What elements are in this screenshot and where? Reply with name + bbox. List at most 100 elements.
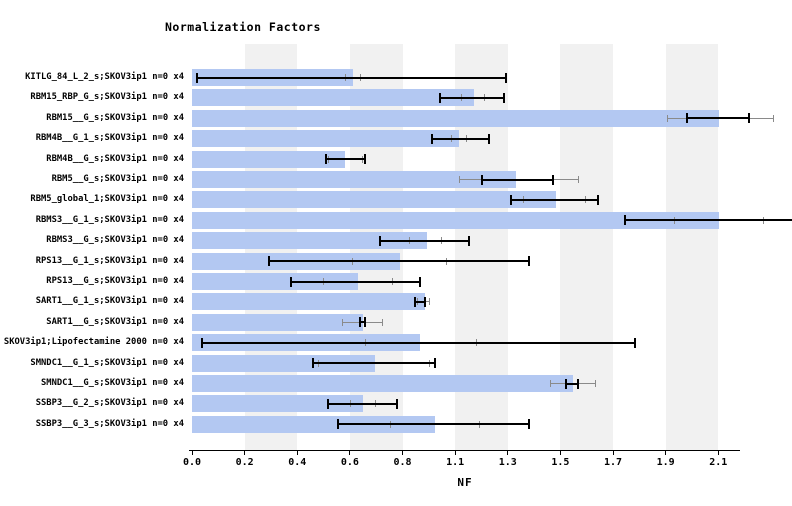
x-tick-label: 1.5	[551, 457, 570, 468]
row-label: RBM4B__G_s;SKOV3ip1 n=0 x4	[46, 153, 184, 164]
black-whisker-cap-right	[747, 113, 750, 124]
black-whisker-line	[325, 158, 366, 161]
bar	[192, 232, 428, 250]
row-label: SSBP3__G_3_s;SKOV3ip1 n=0 x4	[35, 418, 184, 429]
bar	[192, 293, 425, 311]
x-tick-label: 2.1	[709, 457, 728, 468]
gray-whisker-tick	[342, 318, 344, 326]
bar	[192, 211, 720, 229]
x-axis-tick	[349, 450, 351, 455]
black-whisker-cap-right	[634, 337, 637, 348]
row-label: RPS13__G_s;SKOV3ip1 n=0 x4	[46, 276, 184, 286]
x-tick-label: 1.9	[656, 457, 675, 468]
black-whisker-cap-left	[686, 113, 688, 124]
bar	[192, 415, 435, 433]
bar	[192, 395, 363, 413]
black-whisker-cap-left	[200, 337, 203, 348]
black-whisker-cap-right	[505, 72, 508, 83]
black-whisker-line	[291, 280, 420, 283]
black-whisker-line	[565, 382, 579, 385]
bar	[192, 313, 363, 331]
x-tick-label: 1.3	[498, 457, 517, 468]
black-whisker-cap-left	[413, 296, 416, 307]
row-label: RBM5_global_1;SKOV3ip1 n=0 x4	[30, 194, 184, 205]
black-whisker-cap-left	[438, 92, 441, 103]
black-whisker-cap-right	[577, 378, 580, 389]
x-axis-tick	[559, 450, 561, 455]
x-tick-label: 0.8	[393, 457, 412, 468]
gray-whisker-tick	[594, 380, 596, 387]
black-whisker-cap-left	[327, 398, 330, 409]
x-tick-label: 0.2	[235, 457, 254, 468]
bar	[192, 89, 475, 107]
black-whisker-cap-right	[552, 174, 555, 185]
black-whisker-cap-right	[418, 276, 421, 287]
gray-whisker-tick	[577, 176, 579, 183]
x-axis-tick	[244, 450, 246, 455]
row-label: RBM15__G_s;SKOV3ip1 n=0 x4	[46, 112, 184, 123]
bar	[192, 354, 376, 372]
black-whisker-cap-left	[359, 317, 362, 328]
black-whisker-cap-left	[337, 419, 340, 430]
black-whisker-line	[625, 219, 792, 222]
black-whisker-line	[380, 239, 470, 242]
black-whisker-cap-right	[433, 358, 436, 369]
row-label: RBMS3__G_s;SKOV3ip1 n=0 x4	[46, 235, 184, 246]
gray-whisker-tick	[458, 176, 460, 183]
black-whisker-cap-left	[431, 133, 434, 144]
row-label: SART1__G_s;SKOV3ip1 n=0 x4	[46, 316, 184, 327]
bar	[192, 273, 358, 290]
x-axis-label: NF	[457, 476, 473, 489]
row-label: SMNDC1__G_s;SKOV3ip1 n=0 x4	[41, 378, 184, 388]
row-label: SMNDC1__G_1_s;SKOV3ip1 n=0 x4	[30, 357, 184, 368]
row-label: KITLG_84_L_2_s;SKOV3ip1 n=0 x4	[25, 72, 184, 82]
x-tick-label: 1.7	[604, 457, 623, 468]
x-axis-tick	[507, 450, 509, 455]
row-label: RBM5__G_s;SKOV3ip1 n=0 x4	[51, 174, 184, 184]
black-whisker-line	[196, 76, 507, 79]
black-whisker-cap-right	[364, 317, 367, 328]
black-whisker-line	[432, 137, 489, 140]
bar	[192, 375, 574, 392]
row-label: SART1__G_1_s;SKOV3ip1 n=0 x4	[35, 296, 184, 307]
gray-whisker-tick	[773, 114, 775, 122]
black-whisker-cap-right	[527, 419, 530, 430]
x-tick-label: 0.6	[340, 457, 359, 468]
black-whisker-cap-left	[480, 174, 483, 185]
black-whisker-cap-right	[364, 154, 367, 165]
row-label: SKOV3ip1;Lipofectamine 2000 n=0 x4	[3, 337, 184, 348]
black-whisker-line	[687, 117, 749, 120]
grid-band	[665, 44, 719, 450]
black-whisker-cap-left	[510, 194, 513, 205]
page-title: Normalization Factors	[165, 20, 321, 34]
black-whisker-line	[201, 341, 636, 344]
black-whisker-cap-left	[379, 235, 382, 246]
x-tick-label: 1.1	[446, 457, 465, 468]
black-whisker-cap-left	[324, 154, 327, 165]
black-whisker-line	[414, 300, 425, 303]
bar	[192, 109, 720, 127]
x-axis-tick	[717, 450, 719, 455]
black-whisker-cap-left	[312, 358, 315, 369]
gray-whisker-tick	[550, 380, 552, 387]
x-axis-tick	[612, 450, 614, 455]
x-tick-label: 0.4	[288, 457, 307, 468]
black-whisker-line	[481, 178, 554, 181]
black-whisker-cap-left	[290, 276, 292, 287]
x-axis-tick	[454, 450, 456, 455]
black-whisker-line	[313, 362, 435, 365]
black-whisker-cap-left	[195, 72, 198, 83]
black-whisker-line	[328, 402, 398, 405]
black-whisker-cap-right	[527, 256, 530, 267]
black-whisker-line	[511, 198, 598, 201]
x-axis-tick	[296, 450, 298, 455]
bar	[192, 191, 556, 209]
black-whisker-line	[360, 321, 366, 324]
row-label: RPS13__G_1_s;SKOV3ip1 n=0 x4	[35, 255, 184, 266]
row-label: SSBP3__G_2_s;SKOV3ip1 n=0 x4	[35, 398, 184, 409]
x-tick-label: 0.0	[182, 457, 202, 468]
black-whisker-cap-left	[267, 256, 270, 267]
x-axis-tick	[191, 450, 193, 455]
black-whisker-cap-right	[468, 235, 471, 246]
